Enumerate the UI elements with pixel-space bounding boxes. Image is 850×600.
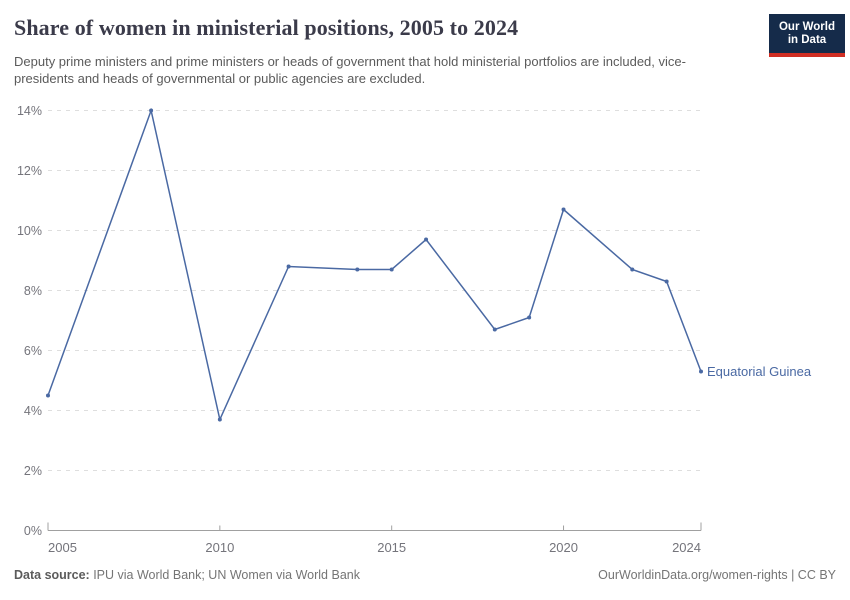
data-source-text: IPU via World Bank; UN Women via World B…: [89, 568, 360, 582]
y-tick-label: 12%: [17, 164, 42, 178]
owid-logo-line2: in Data: [787, 34, 827, 46]
data-point: [389, 267, 394, 272]
data-point: [424, 237, 429, 242]
y-tick-label: 8%: [24, 284, 42, 298]
page-title: Share of women in ministerial positions,…: [14, 15, 519, 40]
data-point: [699, 369, 703, 374]
owid-logo-line1: Our World: [778, 21, 835, 33]
data-line: [47, 107, 702, 422]
data-point: [217, 417, 222, 422]
data-point: [492, 327, 497, 332]
data-point: [46, 393, 50, 398]
chart-footer: Data source: IPU via World Bank; UN Wome…: [14, 568, 836, 582]
x-tick-label: 2005: [48, 540, 77, 555]
x-tick-label: 2015: [377, 540, 406, 555]
series-label: Equatorial Guinea: [707, 364, 812, 379]
y-tick-label: 14%: [17, 104, 42, 118]
data-point: [286, 264, 291, 269]
data-point: [664, 279, 669, 284]
x-tick-label: 2020: [549, 540, 578, 555]
data-point: [149, 108, 154, 113]
y-tick-label: 0%: [24, 524, 42, 538]
x-tick-label: 2024: [672, 540, 701, 555]
y-tick-label: 4%: [24, 404, 42, 418]
data-point: [630, 267, 635, 272]
owid-logo[interactable]: Our World in Data: [769, 14, 845, 57]
y-tick-label: 2%: [24, 464, 42, 478]
data-point: [355, 267, 360, 272]
data-source-label: Data source:: [14, 568, 90, 582]
x-tick-label: 2010: [205, 540, 234, 555]
y-tick-label: 10%: [17, 224, 42, 238]
y-tick-label: 6%: [24, 344, 42, 358]
owid-url-license[interactable]: OurWorldinData.org/women-rights | CC BY: [598, 568, 836, 582]
data-point: [527, 315, 532, 320]
data-point: [561, 207, 566, 212]
data-source-note: Data source: IPU via World Bank; UN Wome…: [14, 568, 360, 582]
chart-subtitle: Deputy prime ministers and prime ministe…: [14, 54, 686, 86]
